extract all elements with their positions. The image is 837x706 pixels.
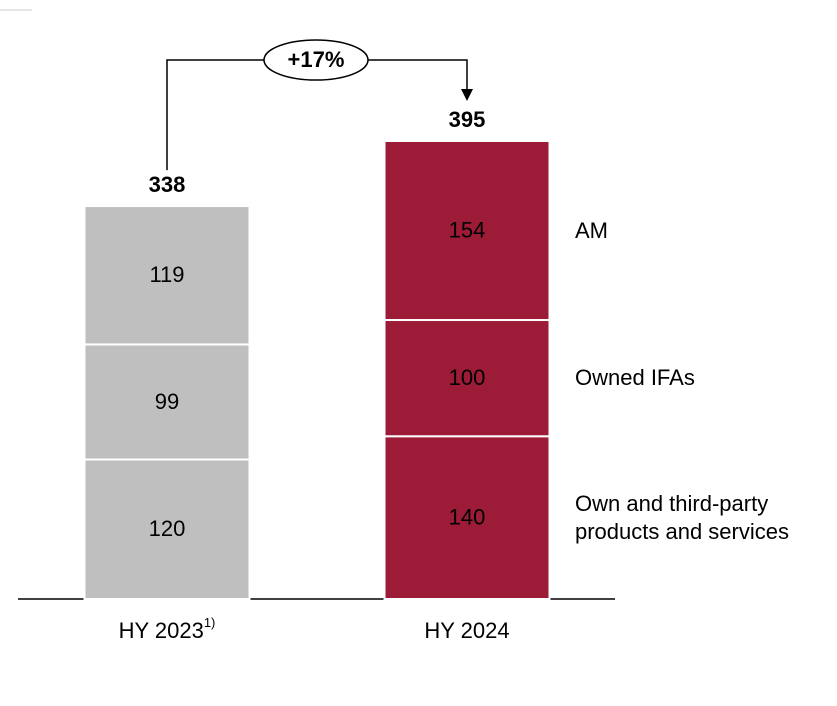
arrow-head [461,89,473,101]
category: HY 2024 [424,618,509,643]
x-tick-label: HY 20231) [119,615,216,642]
segment-label: 140 [449,504,486,529]
segment-label: 119 [149,262,184,287]
annotation-bubble [263,39,369,81]
bar-segment [83,205,251,346]
total-label: 395 [449,107,486,132]
segment-label: 100 [449,365,486,390]
segment-label: 99 [155,389,179,414]
legend-label: Own and third-party products and service… [575,490,789,544]
total-label: 338 [149,172,186,197]
annotation: +17% [288,47,345,72]
footnote-mark: 1) [204,615,216,630]
bar-segment [383,319,551,438]
bar-segment [83,458,251,601]
bar-segment [383,435,551,600]
segment-label: 154 [449,217,486,242]
legend-label: AM [575,217,608,243]
legend-label: Owned IFAs [575,365,695,391]
bar-segment [383,140,551,322]
segment-label: 120 [149,516,186,541]
x-tick-label: HY 2024 [424,618,509,643]
category: HY 2023 [119,618,204,643]
